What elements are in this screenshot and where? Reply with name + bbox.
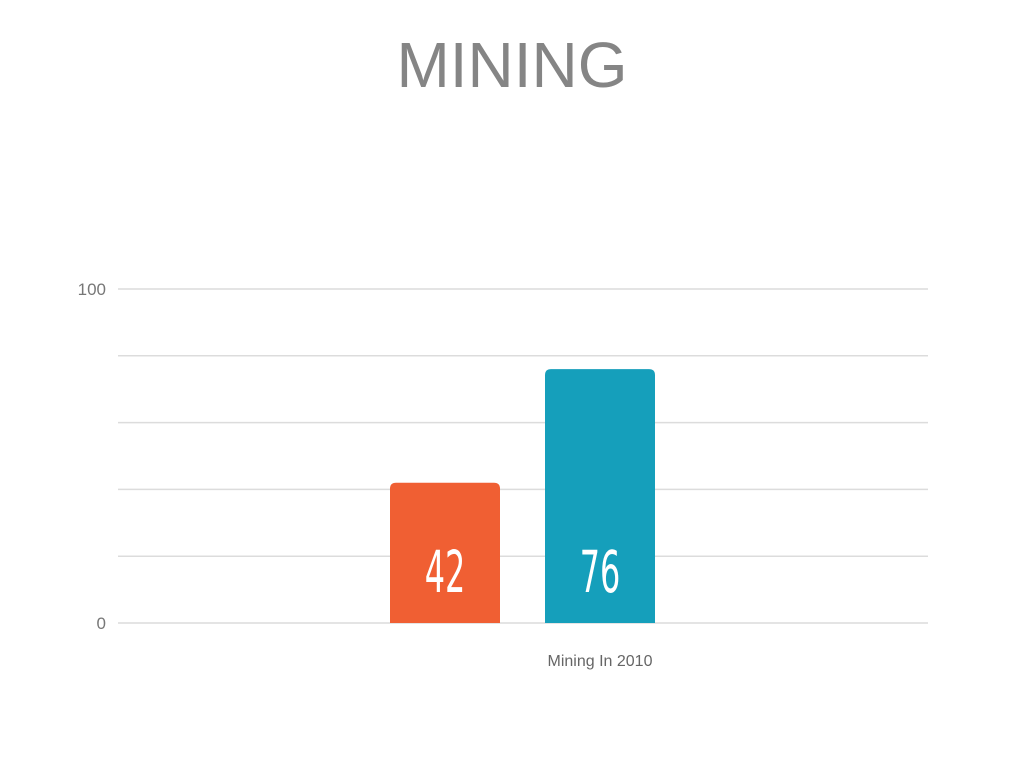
y-tick-label: 100 (78, 280, 106, 299)
x-category-label: Mining In 2010 (548, 653, 653, 670)
y-tick-label: 0 (97, 614, 106, 633)
chart-title: MINING (396, 29, 628, 101)
bar (390, 482, 500, 623)
bar (545, 369, 655, 623)
data-label: 42 (425, 540, 466, 607)
data-label: 76 (580, 540, 621, 607)
